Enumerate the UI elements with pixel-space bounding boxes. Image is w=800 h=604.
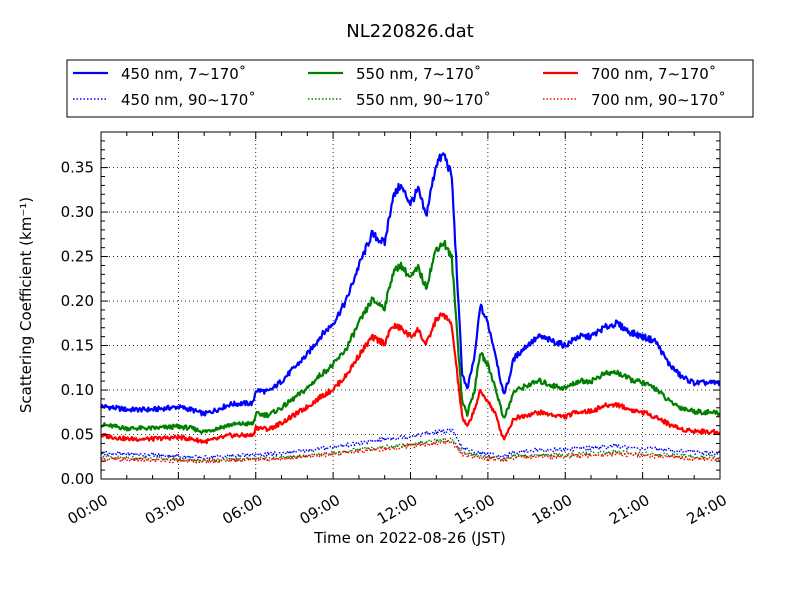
plot-series <box>99 152 721 464</box>
legend-label-4: 550 nm, 90∼170˚ <box>356 91 491 109</box>
chart-title: NL220826.dat <box>346 21 473 42</box>
x-tick-label: 00:00 <box>65 491 111 528</box>
x-tick-label: 03:00 <box>142 491 188 528</box>
x-axis-label: Time on 2022-08-26 (JST) <box>313 529 506 547</box>
y-tick-label: 0.00 <box>61 470 94 488</box>
y-tick-label: 0.10 <box>61 381 94 399</box>
x-tick-label: 15:00 <box>451 491 497 528</box>
y-tick-label: 0.35 <box>61 159 94 177</box>
x-tick-label: 18:00 <box>529 491 575 528</box>
legend: 450 nm, 7∼170˚ 550 nm, 7∼170˚ 700 nm, 7∼17… <box>66 59 754 118</box>
y-axis-label: Scattering Coefficient (km⁻¹) <box>17 197 35 413</box>
x-tick-label: 24:00 <box>684 491 730 528</box>
series-line-1 <box>100 239 721 435</box>
x-tick-label: 09:00 <box>297 491 343 528</box>
y-tick-label: 0.05 <box>61 426 94 444</box>
legend-label-5: 700 nm, 90∼170˚ <box>591 91 726 109</box>
y-tick-label: 0.30 <box>61 203 94 221</box>
x-tick-label: 12:00 <box>374 491 420 528</box>
legend-label-1: 550 nm, 7∼170˚ <box>356 65 481 83</box>
legend-label-0: 450 nm, 7∼170˚ <box>121 65 246 83</box>
legend-label-2: 700 nm, 7∼170˚ <box>591 65 716 83</box>
y-tick-label: 0.20 <box>61 292 94 310</box>
legend-box <box>66 59 754 118</box>
y-tick-label: 0.15 <box>61 337 94 355</box>
x-tick-label: 06:00 <box>219 491 265 528</box>
x-tick-label: 21:00 <box>606 491 652 528</box>
series-line-4 <box>100 437 721 463</box>
series-line-0 <box>99 152 721 417</box>
series-line-5 <box>100 440 721 464</box>
legend-label-3: 450 nm, 90∼170˚ <box>121 91 256 109</box>
series-line-2 <box>100 312 721 445</box>
y-tick-label: 0.25 <box>61 248 94 266</box>
